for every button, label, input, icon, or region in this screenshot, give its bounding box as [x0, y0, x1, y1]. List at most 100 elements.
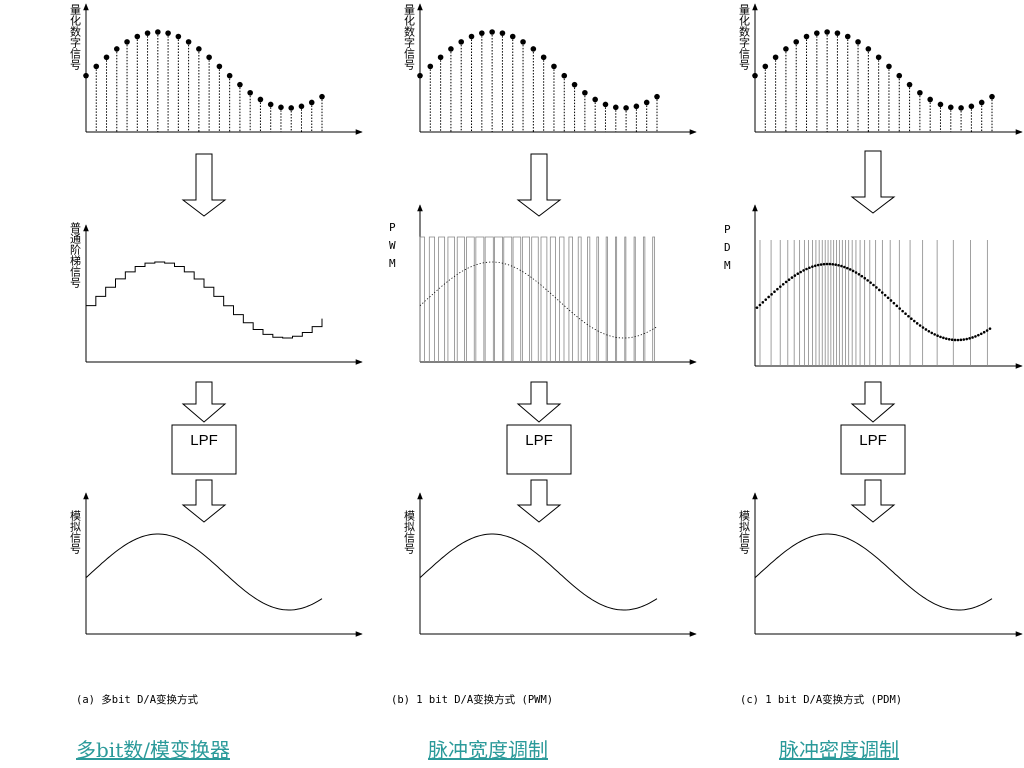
pdm-dot	[758, 303, 762, 307]
sample-point	[896, 72, 903, 79]
sample-point	[267, 101, 274, 108]
pdm-dot	[848, 268, 852, 271]
down-arrow-1-b	[516, 153, 562, 217]
sample-point	[989, 93, 995, 100]
sample-point	[958, 105, 964, 111]
pdm-label-m: M	[724, 259, 731, 272]
quantized-signal-graph-a: 量化数字信号	[69, 3, 363, 135]
pwm-pulse	[438, 236, 446, 362]
staircase-signal-graph-a: 普通阶梯信号	[69, 221, 363, 365]
pdm-dot	[773, 290, 776, 294]
down-arrow-3-b	[516, 479, 562, 523]
down-arrow-2-c	[850, 381, 896, 423]
sample-point	[762, 63, 769, 70]
pwm-pulse	[568, 236, 573, 362]
analog-wave	[85, 533, 323, 611]
sample-point	[257, 96, 264, 103]
sample-point	[489, 29, 495, 35]
sample-point	[509, 33, 516, 40]
pdm-dot	[851, 269, 855, 273]
pdm-dot	[825, 262, 829, 266]
y-axis-label: 模拟信号	[738, 510, 751, 555]
sample-point	[623, 105, 629, 111]
pwm-pulse	[447, 236, 456, 362]
sample-point	[247, 89, 253, 96]
sample-point	[417, 72, 423, 79]
sample-point	[602, 101, 609, 108]
lpf-label: LPF	[859, 432, 887, 449]
sample-point	[947, 104, 954, 111]
link-multibit-dac[interactable]: 多bit数/模变换器	[76, 738, 230, 762]
pdm-dot	[799, 270, 802, 274]
caption-a: (a) 多bit D/A变换方式	[76, 693, 199, 706]
down-arrow-3-c	[850, 479, 896, 523]
sample-point	[134, 33, 141, 40]
pdm-dot	[953, 338, 957, 342]
pdm-dot	[968, 337, 971, 340]
pdm-dot	[985, 329, 989, 332]
pdm-label-p: P	[724, 223, 731, 236]
pwm-pulse	[484, 236, 494, 362]
analog-wave	[754, 533, 993, 611]
pdm-dot	[936, 334, 939, 338]
pwm-pulse	[642, 236, 646, 362]
sample-point	[855, 39, 861, 45]
lpf-box-c: LPF	[840, 424, 906, 475]
pdm-dot	[895, 304, 899, 308]
pdm-dot	[845, 266, 849, 270]
link-pulse-width-modulation[interactable]: 脉冲宽度调制	[428, 738, 548, 762]
pdm-dot	[962, 338, 966, 341]
pdm-dot	[892, 301, 896, 305]
pwm-pulse	[577, 236, 582, 362]
pdm-dot	[808, 266, 811, 270]
sample-point	[278, 104, 284, 111]
pdm-dot	[767, 295, 770, 299]
sample-point	[103, 54, 110, 61]
column-a: 量化数字信号 普通阶梯信号 LPF 模拟信号 (a) 多bit D/A变换方	[69, 3, 363, 706]
down-arrow-1-a	[181, 153, 227, 217]
column-b: 量化数字信号 P W M LPF 模拟信号	[389, 3, 697, 706]
sample-point	[783, 46, 789, 52]
pwm-label-p: P	[389, 221, 396, 234]
sample-point	[978, 99, 985, 106]
pdm-dot	[959, 338, 963, 342]
pwm-pulse	[624, 236, 627, 362]
pdm-average-wave	[755, 262, 992, 342]
sample-point	[927, 96, 933, 103]
quantized-signal-graph-b: 量化数字信号	[403, 3, 697, 135]
pdm-dot	[755, 306, 759, 309]
pdm-dot	[921, 326, 925, 329]
sample-points	[83, 29, 325, 132]
sample-point	[530, 46, 537, 52]
pwm-pulse	[428, 236, 435, 362]
sample-point	[520, 39, 526, 45]
link-pulse-density-modulation[interactable]: 脉冲密度调制	[779, 738, 899, 762]
sample-point	[561, 72, 568, 79]
pwm-pulse	[419, 236, 425, 362]
sample-point	[226, 72, 233, 79]
analog-signal-graph-c: 模拟信号	[738, 492, 1023, 637]
sample-point	[93, 63, 100, 70]
pdm-dot	[977, 333, 980, 337]
pdm-dot	[784, 280, 788, 284]
pdm-dot	[796, 272, 800, 276]
sample-point	[427, 63, 434, 70]
pdm-dot	[878, 288, 881, 292]
pdm-dot	[898, 307, 902, 310]
pdm-dot	[927, 329, 931, 333]
sample-point	[592, 96, 598, 103]
sample-point	[633, 103, 640, 110]
lpf-label: LPF	[190, 432, 218, 449]
pwm-pulse	[615, 236, 618, 362]
lpf-box-a: LPF	[171, 424, 237, 475]
pwm-signal-graph-b: P W M	[389, 204, 697, 365]
sample-point	[298, 103, 305, 110]
pwm-pulse	[596, 236, 600, 362]
quantized-signal-graph-c: 量化数字信号	[738, 3, 1023, 135]
pdm-dot	[764, 298, 768, 301]
pwm-average-wave	[419, 261, 658, 339]
sample-point	[113, 46, 120, 52]
pdm-dot	[834, 263, 837, 266]
pdm-dot	[904, 312, 907, 316]
